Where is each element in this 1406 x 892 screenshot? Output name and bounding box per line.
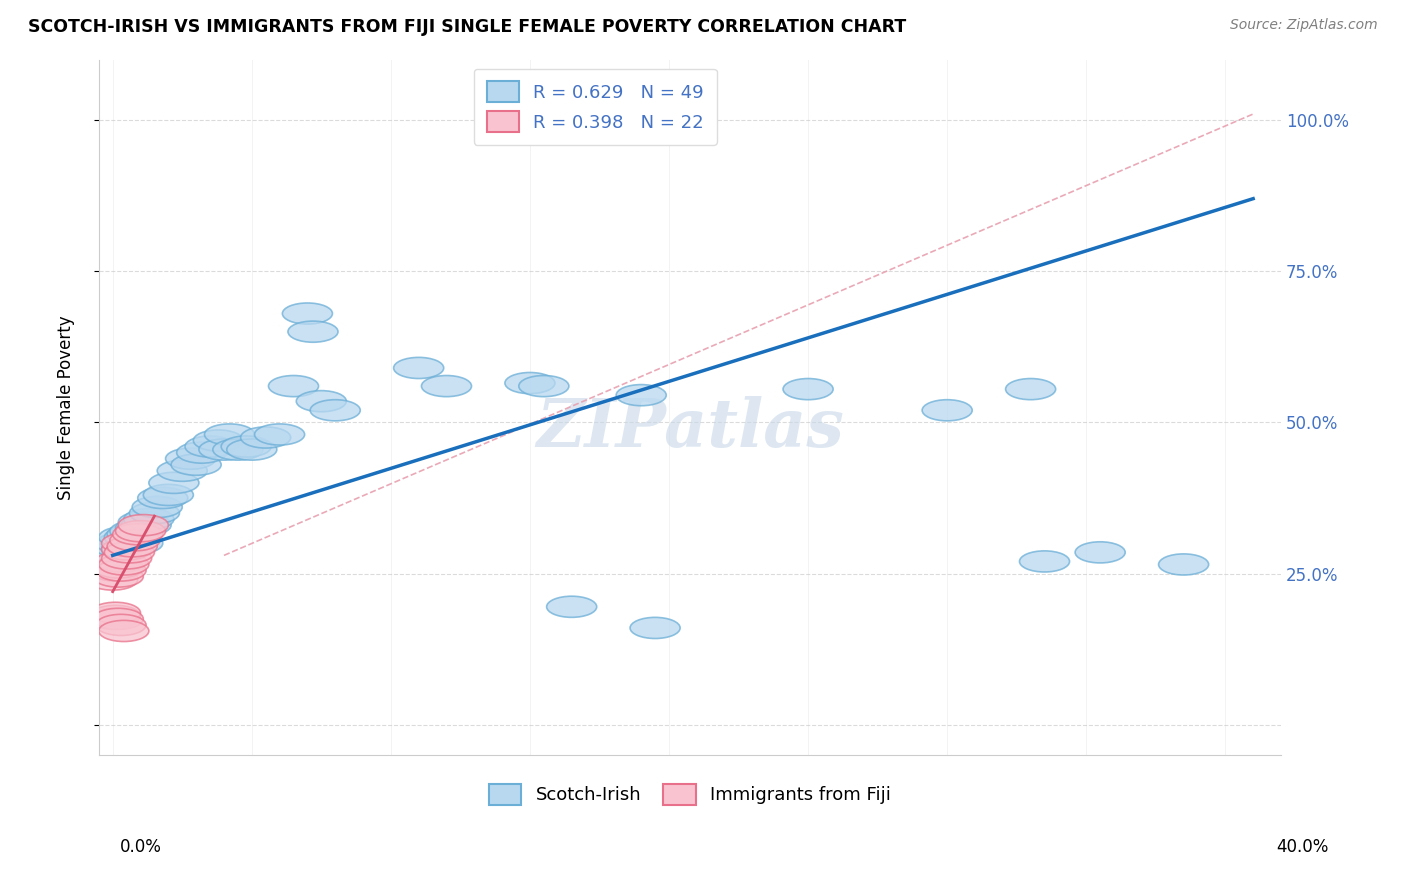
Ellipse shape xyxy=(129,502,180,524)
Ellipse shape xyxy=(616,384,666,406)
Ellipse shape xyxy=(90,560,141,581)
Ellipse shape xyxy=(98,620,149,641)
Text: SCOTCH-IRISH VS IMMIGRANTS FROM FIJI SINGLE FEMALE POVERTY CORRELATION CHART: SCOTCH-IRISH VS IMMIGRANTS FROM FIJI SIN… xyxy=(28,18,907,36)
Ellipse shape xyxy=(96,551,146,572)
Ellipse shape xyxy=(104,541,155,563)
Ellipse shape xyxy=(311,400,360,421)
Ellipse shape xyxy=(198,439,249,460)
Ellipse shape xyxy=(157,460,207,482)
Text: ZIPatlas: ZIPatlas xyxy=(536,396,844,460)
Ellipse shape xyxy=(101,539,152,560)
Ellipse shape xyxy=(1019,551,1070,572)
Ellipse shape xyxy=(93,608,143,630)
Ellipse shape xyxy=(112,533,163,554)
Ellipse shape xyxy=(630,617,681,639)
Ellipse shape xyxy=(186,436,235,457)
Ellipse shape xyxy=(93,566,143,587)
Ellipse shape xyxy=(783,378,834,400)
Ellipse shape xyxy=(519,376,569,397)
Ellipse shape xyxy=(101,533,152,554)
Ellipse shape xyxy=(221,436,271,457)
Ellipse shape xyxy=(87,569,138,591)
Ellipse shape xyxy=(422,376,471,397)
Ellipse shape xyxy=(172,454,221,475)
Ellipse shape xyxy=(115,521,166,541)
Ellipse shape xyxy=(177,442,226,463)
Ellipse shape xyxy=(96,533,146,554)
Ellipse shape xyxy=(124,508,174,530)
Ellipse shape xyxy=(90,606,141,626)
Ellipse shape xyxy=(107,536,157,557)
Ellipse shape xyxy=(240,427,291,448)
Ellipse shape xyxy=(110,530,160,551)
Ellipse shape xyxy=(118,511,169,533)
Ellipse shape xyxy=(1159,554,1209,575)
Ellipse shape xyxy=(132,497,183,517)
Ellipse shape xyxy=(112,524,163,545)
Ellipse shape xyxy=(149,472,198,493)
Ellipse shape xyxy=(547,596,596,617)
Ellipse shape xyxy=(90,602,141,624)
Ellipse shape xyxy=(505,373,555,393)
Ellipse shape xyxy=(1076,541,1125,563)
Ellipse shape xyxy=(107,524,157,545)
Ellipse shape xyxy=(96,560,146,581)
Ellipse shape xyxy=(288,321,337,343)
Ellipse shape xyxy=(226,439,277,460)
Ellipse shape xyxy=(269,376,319,397)
Ellipse shape xyxy=(98,526,149,548)
Ellipse shape xyxy=(101,539,152,560)
Ellipse shape xyxy=(93,557,143,578)
Ellipse shape xyxy=(143,484,194,506)
Ellipse shape xyxy=(115,517,166,539)
Text: Source: ZipAtlas.com: Source: ZipAtlas.com xyxy=(1230,18,1378,32)
Ellipse shape xyxy=(87,608,138,630)
Text: 40.0%: 40.0% xyxy=(1277,838,1329,855)
Ellipse shape xyxy=(212,439,263,460)
Ellipse shape xyxy=(110,521,160,541)
Ellipse shape xyxy=(98,554,149,575)
Ellipse shape xyxy=(138,487,188,508)
Ellipse shape xyxy=(118,515,169,536)
Y-axis label: Single Female Poverty: Single Female Poverty xyxy=(58,315,75,500)
Ellipse shape xyxy=(204,424,254,445)
Ellipse shape xyxy=(93,536,143,557)
Ellipse shape xyxy=(297,391,346,412)
Ellipse shape xyxy=(121,515,172,536)
Ellipse shape xyxy=(394,358,444,378)
Ellipse shape xyxy=(166,448,215,469)
Ellipse shape xyxy=(96,615,146,635)
Ellipse shape xyxy=(194,430,243,451)
Ellipse shape xyxy=(254,424,305,445)
Text: 0.0%: 0.0% xyxy=(120,838,162,855)
Ellipse shape xyxy=(283,303,332,324)
Ellipse shape xyxy=(104,526,155,548)
Ellipse shape xyxy=(101,548,152,569)
Legend: Scotch-Irish, Immigrants from Fiji: Scotch-Irish, Immigrants from Fiji xyxy=(478,772,901,815)
Ellipse shape xyxy=(922,400,972,421)
Ellipse shape xyxy=(1005,378,1056,400)
Ellipse shape xyxy=(90,541,141,563)
